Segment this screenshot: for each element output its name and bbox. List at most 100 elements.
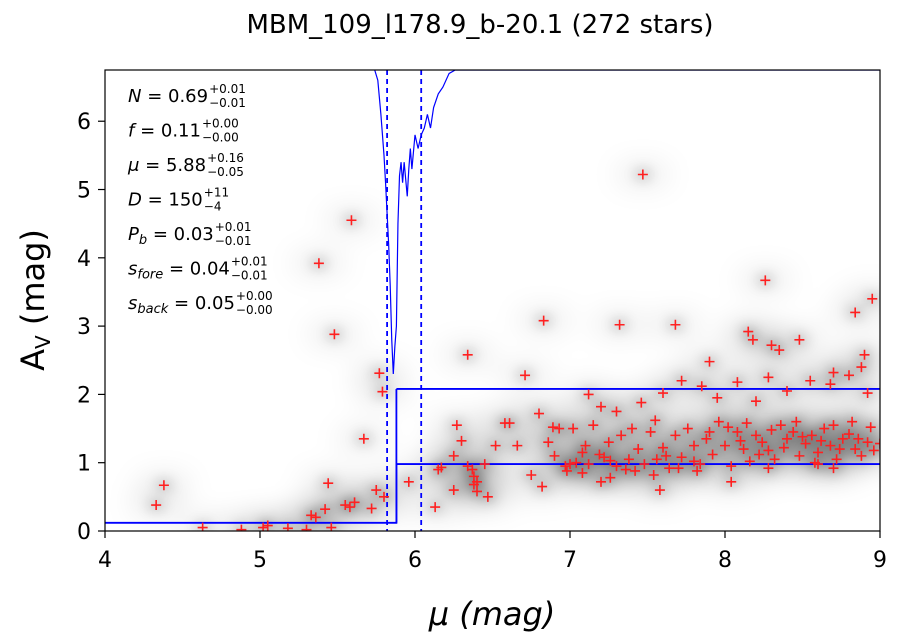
star-marker <box>763 445 774 456</box>
star-marker <box>636 397 647 408</box>
fit-parameter-value: = 0.11 <box>134 121 201 142</box>
fit-parameter-upper-error: +0.01 <box>215 220 252 234</box>
star-marker <box>577 447 588 458</box>
y-tick-label: 0 <box>77 520 91 545</box>
x-tick-label: 9 <box>873 548 887 573</box>
star-marker <box>599 452 610 463</box>
star-marker <box>819 423 830 434</box>
star-marker <box>377 386 388 397</box>
fit-parameter-name: P <box>128 224 139 245</box>
fit-parameter-lower-error: −0.01 <box>215 234 252 248</box>
fit-parameter-upper-error: +0.01 <box>209 82 246 96</box>
star-marker <box>366 503 377 514</box>
star-marker <box>577 467 588 478</box>
star-marker <box>856 362 867 373</box>
star-marker <box>701 433 712 444</box>
fit-parameter-subscript: b <box>139 233 147 248</box>
star-marker <box>747 334 758 345</box>
star-marker <box>472 486 482 497</box>
star-marker <box>301 524 312 531</box>
fit-parameter-value: = 0.05 <box>168 293 235 314</box>
star-marker <box>744 456 755 467</box>
star-marker <box>757 437 768 448</box>
star-marker <box>704 356 715 367</box>
fit-parameter-upper-error: +0.00 <box>236 289 273 303</box>
star-marker <box>774 345 785 356</box>
star-marker <box>825 440 836 451</box>
star-marker <box>565 459 575 470</box>
fit-parameter-value: = 0.03 <box>147 224 214 245</box>
fit-parameter: sback = 0.05 <box>128 293 235 317</box>
x-tick-label: 5 <box>253 548 267 573</box>
star-marker <box>856 450 867 461</box>
fit-parameter-lower-error: −0.01 <box>209 96 246 110</box>
star-marker <box>828 420 839 431</box>
star-marker <box>813 459 823 470</box>
star-marker <box>158 480 169 491</box>
star-marker <box>430 502 441 513</box>
star-marker <box>732 426 743 437</box>
star-marker <box>349 497 360 508</box>
star-marker <box>867 293 878 304</box>
fit-parameter-lower-error: −0.00 <box>202 131 239 145</box>
star-marker <box>735 435 746 446</box>
star-marker <box>859 349 870 360</box>
fit-parameter-value: = 5.88 <box>139 155 206 176</box>
star-marker <box>620 464 631 475</box>
distance-likelihood-curve <box>374 70 880 374</box>
fit-parameter-name: s <box>128 259 137 280</box>
star-marker <box>379 491 389 502</box>
star-marker <box>726 461 737 472</box>
y-tick-label: 3 <box>77 315 91 340</box>
fit-parameter-lower-error: −4 <box>204 200 222 214</box>
star-marker <box>797 431 808 442</box>
star-marker <box>658 442 668 453</box>
star-marker <box>520 370 531 381</box>
star-marker <box>645 426 656 437</box>
star-marker <box>738 444 749 455</box>
star-marker <box>673 463 684 474</box>
star-marker <box>611 406 622 417</box>
star-marker <box>828 367 839 378</box>
star-marker <box>436 462 447 473</box>
star-marker <box>323 478 334 489</box>
star-marker <box>616 430 627 441</box>
star-marker <box>654 485 665 496</box>
star-marker <box>775 420 786 431</box>
star-marker <box>850 307 861 318</box>
x-tick-label: 4 <box>98 548 112 573</box>
star-marker <box>346 215 357 226</box>
star-marker <box>313 258 324 269</box>
x-axis: 4 5 6 7 8 9 <box>98 531 887 573</box>
star-marker <box>844 429 854 440</box>
fit-parameter: N = 0.69 <box>128 86 208 107</box>
fit-parameter: Pb = 0.03 <box>128 224 214 248</box>
star-marker <box>732 377 743 388</box>
star-marker <box>769 454 780 465</box>
star-marker <box>813 447 823 458</box>
fit-parameter-upper-error: +0.00 <box>202 117 239 131</box>
fit-parameter-name: f <box>128 121 137 142</box>
fit-parameter-subscript: fore <box>137 268 163 283</box>
star-marker <box>568 423 579 434</box>
star-marker <box>692 465 703 476</box>
x-axis-label: μ (mag) <box>428 595 556 633</box>
star-marker <box>374 368 385 379</box>
star-marker <box>712 392 723 403</box>
fit-parameter-name: s <box>128 293 137 314</box>
star-markers <box>151 169 880 531</box>
star-marker <box>763 463 774 474</box>
star-marker <box>723 422 734 433</box>
star-marker <box>825 379 836 390</box>
star-marker <box>538 315 549 326</box>
star-marker <box>670 430 681 441</box>
star-marker <box>403 476 414 487</box>
star-marker <box>782 385 792 396</box>
star-marker <box>512 440 523 451</box>
star-marker <box>682 423 693 434</box>
star-marker <box>560 461 571 472</box>
star-marker <box>664 463 675 474</box>
star-marker <box>462 349 473 360</box>
star-marker <box>766 424 777 435</box>
star-marker <box>713 416 724 427</box>
